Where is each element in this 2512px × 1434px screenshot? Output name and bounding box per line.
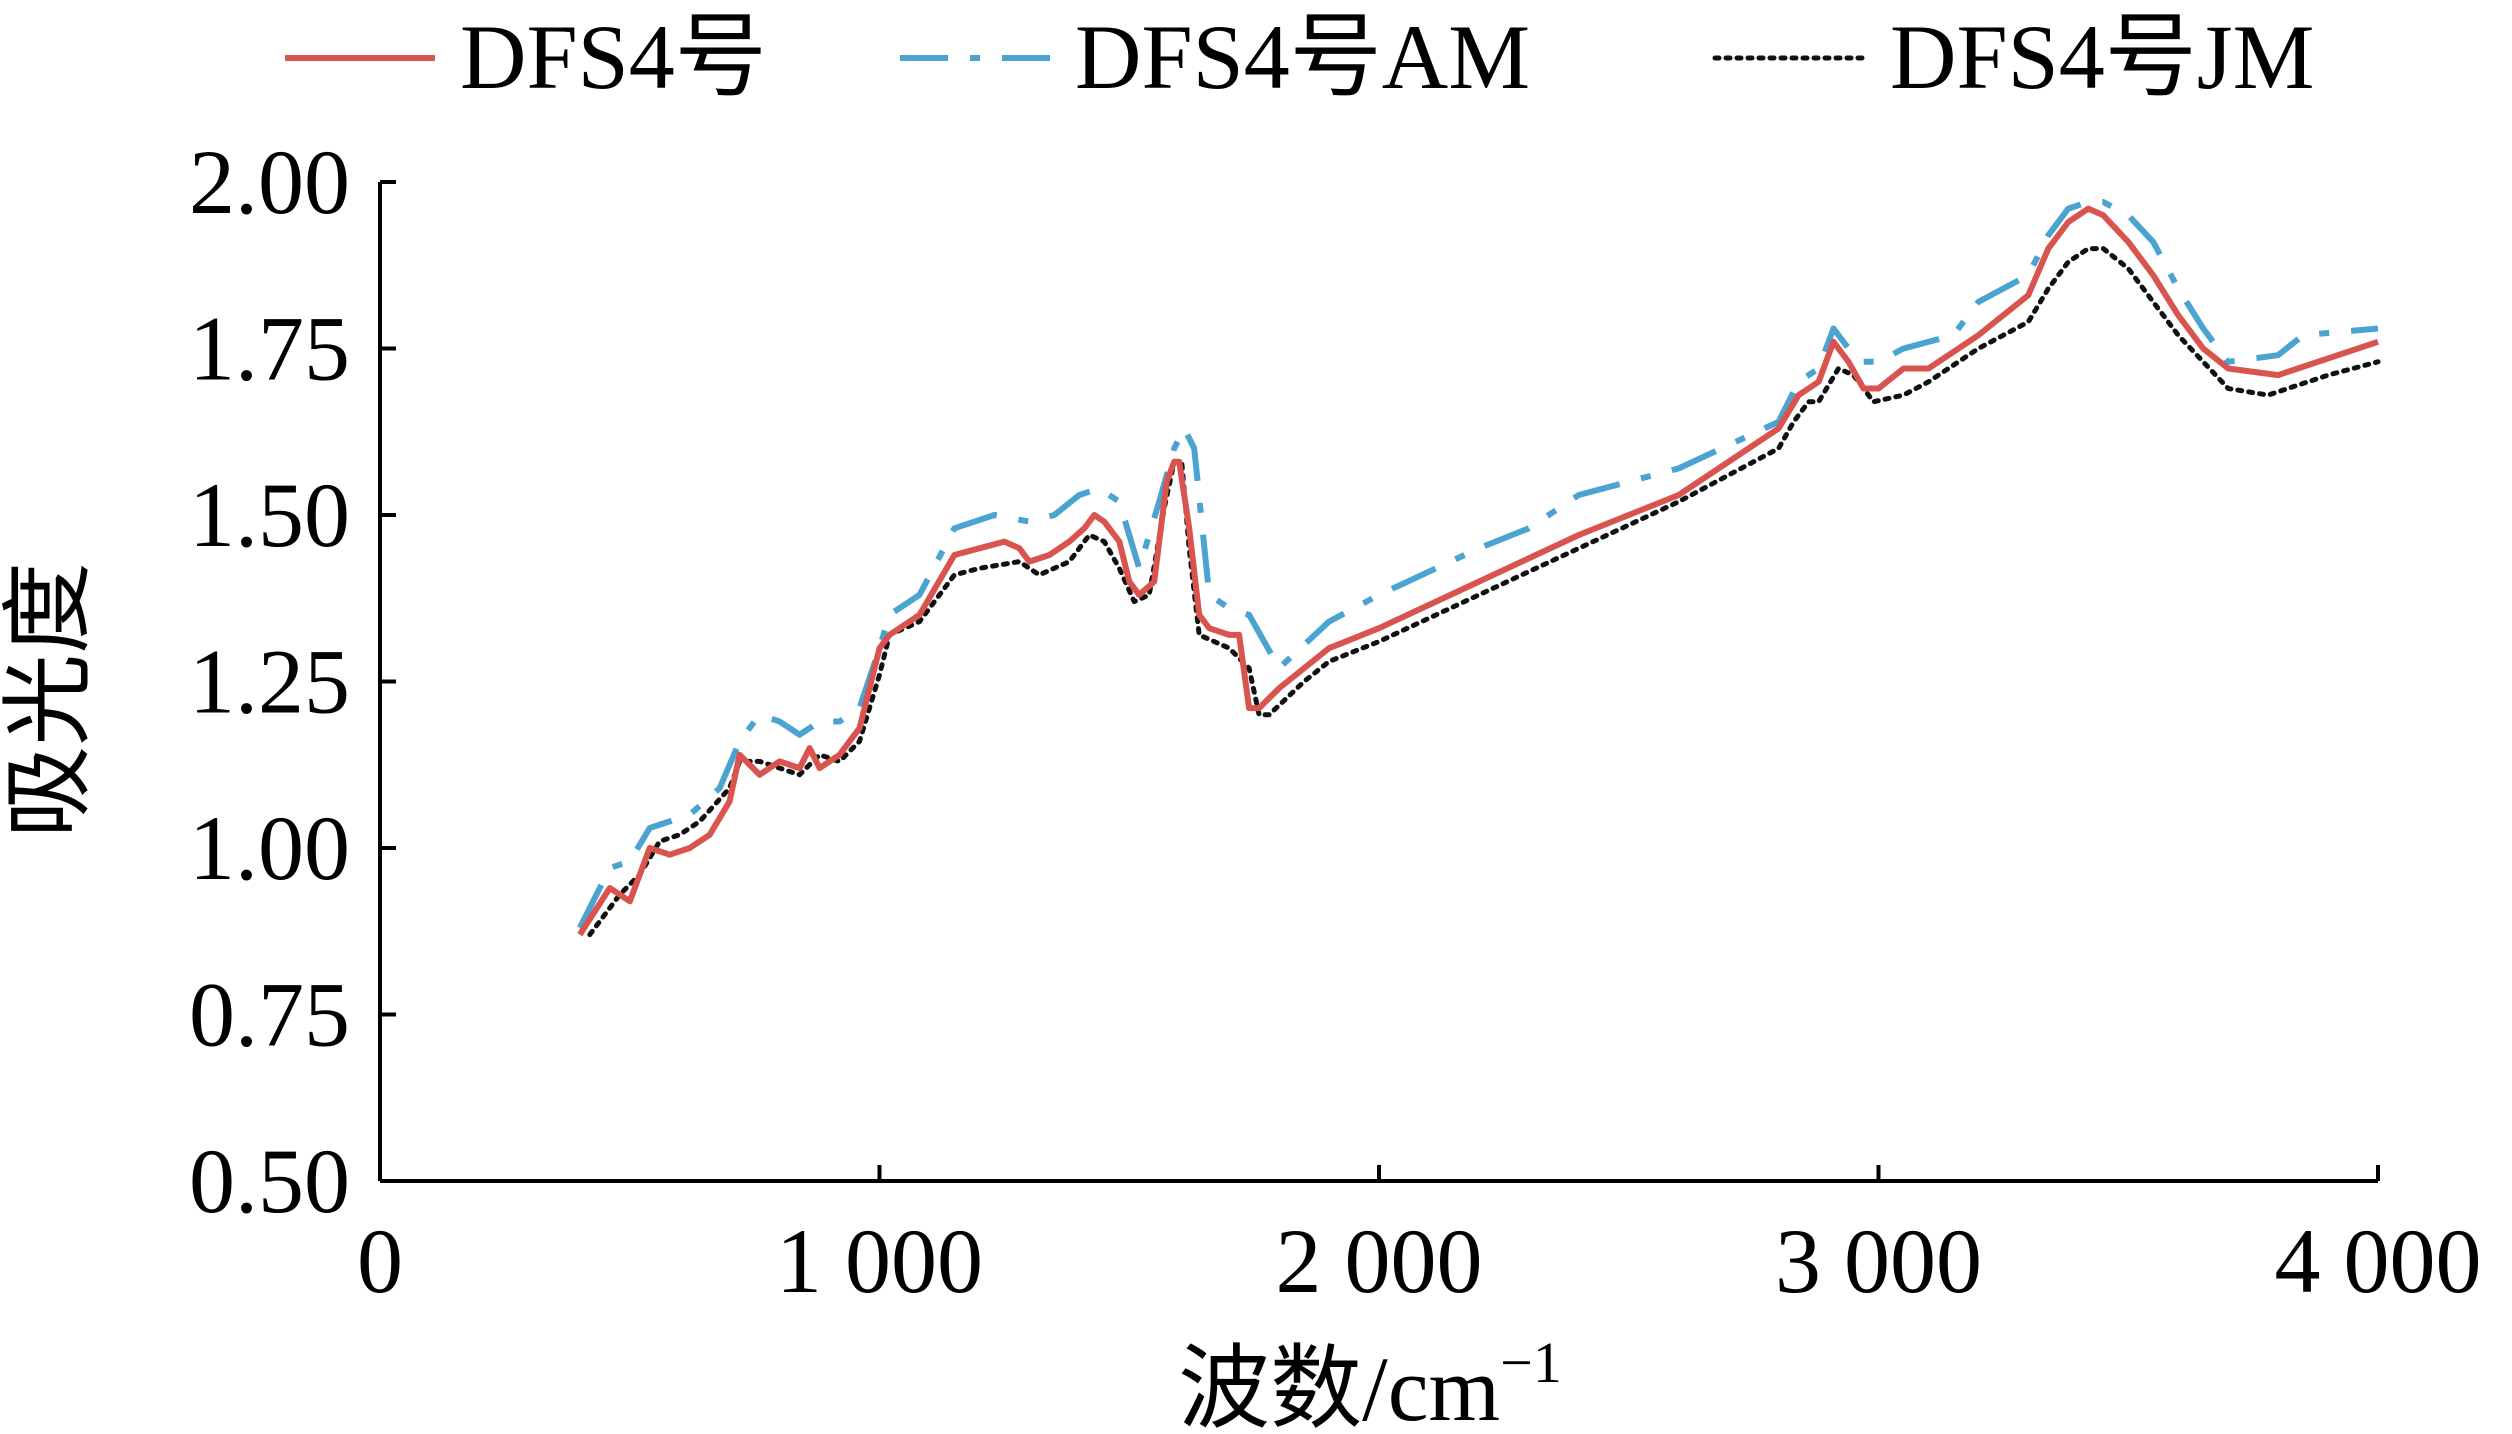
x-tick-label: 1 000 xyxy=(776,1210,983,1312)
y-ticks: 0.50 0.75 1.00 1.25 1.50 1.75 2.00 xyxy=(189,131,396,1232)
x-ticks: 0 1 000 2 000 3 000 4 000 xyxy=(357,1165,2482,1312)
x-axis-title-main: 波数/cm xyxy=(1178,1338,1500,1434)
y-tick-label: 0.50 xyxy=(189,1130,350,1232)
x-tick-label: 0 xyxy=(357,1210,403,1312)
axes xyxy=(378,182,2378,1183)
legend-label-2: DFS4号AM xyxy=(1075,6,1530,108)
x-tick-label: 3 000 xyxy=(1775,1210,1982,1312)
series-line-3 xyxy=(587,246,2381,938)
series-line-1 xyxy=(577,205,2379,937)
y-tick-label: 2.00 xyxy=(189,131,350,233)
y-tick-label: 0.75 xyxy=(189,964,350,1066)
y-tick-label: 1.00 xyxy=(189,797,350,899)
x-tick-label: 4 000 xyxy=(2275,1210,2482,1312)
legend-label-3: DFS4号JM xyxy=(1890,6,2314,108)
y-tick-label: 1.50 xyxy=(189,464,350,566)
series-layer xyxy=(577,199,2381,938)
y-tick-label: 1.75 xyxy=(189,298,350,400)
y-tick-label: 1.25 xyxy=(189,631,350,733)
x-axis-title: 波数/cm−1 xyxy=(1178,1330,1562,1434)
x-axis-title-superscript: −1 xyxy=(1500,1330,1562,1395)
chart-legend: DFS4号 DFS4号AM DFS4号JM xyxy=(285,6,2314,108)
series-line-2 xyxy=(577,199,2379,930)
legend-label-1: DFS4号 xyxy=(460,6,767,108)
y-axis-title: 吸光度 xyxy=(0,562,100,838)
x-tick-label: 2 000 xyxy=(1276,1210,1483,1312)
